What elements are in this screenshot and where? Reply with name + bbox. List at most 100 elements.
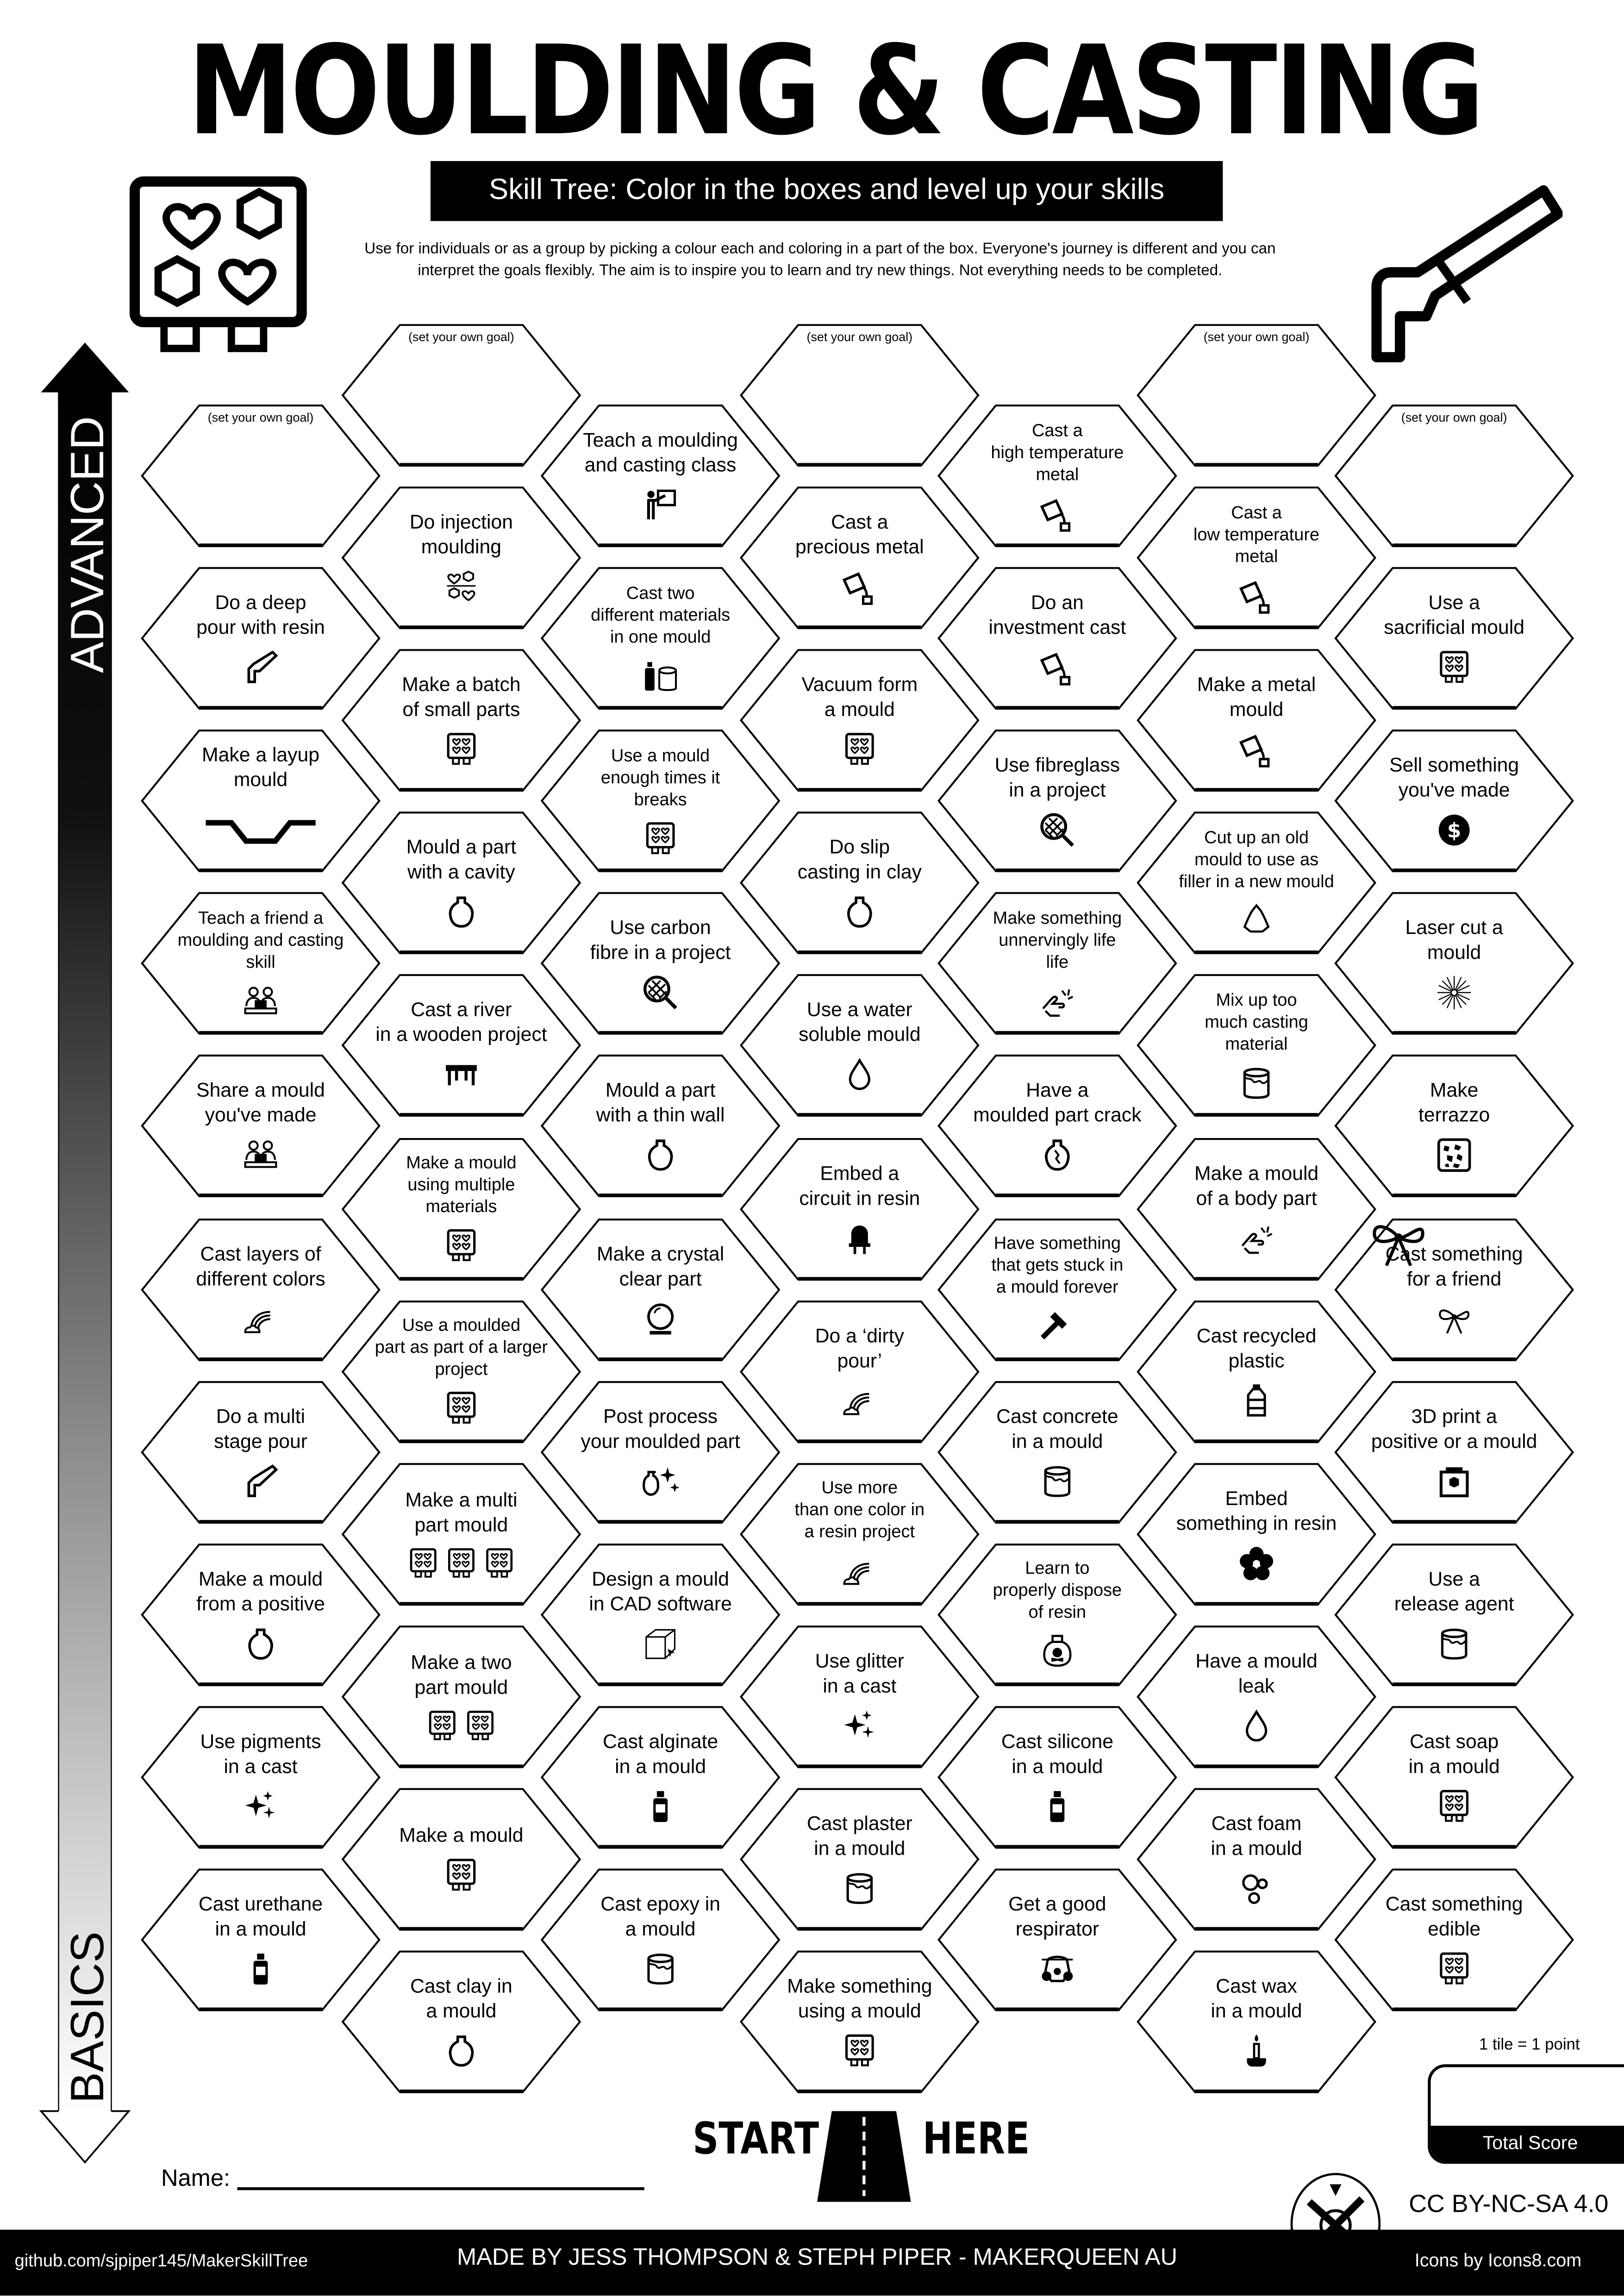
skill-tile[interactable]: Cast alginate in a mould (540, 1705, 781, 1849)
skill-tile[interactable]: Have something that gets stuck in a moul… (937, 1217, 1178, 1361)
tile-content: Use pigments in a cast (170, 1711, 351, 1843)
skill-tile[interactable]: Sell something you've made (1334, 729, 1574, 873)
skill-tile[interactable]: Use a moulded part as part of a larger p… (341, 1300, 581, 1443)
skill-tile[interactable]: Cast recycled plastic (1137, 1300, 1377, 1443)
tile-content: Make a crystal clear part (570, 1223, 751, 1355)
tile-label: Cast clay in a mould (410, 1975, 512, 2022)
skill-tile[interactable]: Vacuum form a mould (739, 649, 980, 792)
skill-tile[interactable]: Make a layup mould (141, 729, 381, 873)
skill-tile[interactable]: Cast a high temperature metal (937, 404, 1178, 548)
skill-tile[interactable]: Cast something edible (1334, 1868, 1574, 2011)
skill-tile[interactable]: Do a multi stage pour (141, 1380, 381, 1524)
tile-label: Cast recycled plastic (1196, 1324, 1317, 1371)
table-icon (442, 1056, 480, 1094)
skill-tile[interactable]: Laser cut a mould (1334, 892, 1574, 1035)
skill-tile[interactable]: Cast a river in a wooden project (341, 974, 581, 1118)
vase-sparkles-icon (642, 1462, 680, 1500)
skill-tile[interactable]: Cast something for a friend (1334, 1217, 1574, 1361)
skill-tile[interactable]: Cast wax in a mould (1137, 1950, 1377, 2094)
skill-tile[interactable]: Post process your moulded part (540, 1380, 781, 1524)
skill-tile[interactable]: Embed something in resin (1137, 1462, 1377, 1605)
skill-tile[interactable]: Share a mould you've made (141, 1055, 381, 1198)
skill-tile-custom-goal[interactable]: (set your own goal) (341, 324, 581, 467)
tile-label: Embed something in resin (1176, 1487, 1337, 1534)
skill-tile[interactable]: Use glitter in a cast (739, 1625, 980, 1768)
skill-tile[interactable]: Learn to properly dispose of resin (937, 1543, 1178, 1686)
skill-tile-custom-goal[interactable]: (set your own goal) (141, 404, 381, 548)
skill-tile[interactable]: Do an investment cast (937, 566, 1178, 710)
skill-tile[interactable]: Make a two part mould (341, 1625, 581, 1768)
tile-content: Cast alginate in a mould (570, 1711, 751, 1843)
total-score-box[interactable]: Total Score (1428, 2064, 1624, 2164)
hexagon-outline (739, 324, 980, 467)
skill-tile[interactable]: Make terrazzo (1334, 1055, 1574, 1198)
name-field[interactable] (237, 2187, 644, 2190)
skill-tile[interactable]: Use pigments in a cast (141, 1705, 381, 1849)
skill-tile[interactable]: Make a metal mould (1137, 649, 1377, 792)
skill-tile[interactable]: Make something unnervingly life life (937, 892, 1178, 1035)
skill-tile[interactable]: Teach a friend a moulding and casting sk… (141, 892, 381, 1035)
skill-tile[interactable]: Have a mould leak (1137, 1625, 1377, 1768)
skill-tile[interactable]: Cast a low temperature metal (1137, 486, 1377, 630)
skill-tile[interactable]: Cast two different materials in one moul… (540, 566, 781, 710)
pour-icon (1237, 731, 1275, 769)
skill-tile[interactable]: Use a mould enough times it breaks (540, 729, 781, 873)
hexagon-outline (1137, 1950, 1376, 2093)
tile-label: Cast silicone in a mould (1001, 1730, 1113, 1777)
skill-tile[interactable]: Use a water soluble mould (739, 974, 980, 1118)
tile-content: Make something using a mould (769, 1956, 950, 2088)
skill-tile[interactable]: Make something using a mould (739, 1950, 980, 2094)
skill-tile[interactable]: Cast plaster in a mould (739, 1787, 980, 1931)
skill-tile[interactable]: Get a good respirator (937, 1868, 1178, 2011)
skill-tile[interactable]: Cast layers of different colors (141, 1217, 381, 1361)
skill-tile[interactable]: Cast urethane in a mould (141, 1868, 381, 2011)
skill-tile[interactable]: Do a ‘dirty pour’ (739, 1300, 980, 1443)
tile-content: Cast epoxy in a mould (570, 1874, 751, 2006)
skill-tile[interactable]: Cast a precious metal (739, 486, 980, 630)
skill-tile[interactable]: Mould a part with a cavity (341, 811, 581, 955)
skill-tile[interactable]: Do a deep pour with resin (141, 566, 381, 710)
skill-tile[interactable]: Teach a moulding and casting class (540, 404, 781, 548)
skill-tile[interactable]: Do slip casting in clay (739, 811, 980, 955)
skill-tile[interactable]: Cast clay in a mould (341, 1950, 581, 2094)
skill-tile[interactable]: 3D print a positive or a mould (1334, 1380, 1574, 1524)
skill-tile[interactable]: Make a crystal clear part (540, 1217, 781, 1361)
skill-tile[interactable]: Make a mould using multiple materials (341, 1137, 581, 1280)
here-label: HERE (922, 2114, 1030, 2165)
icons-credit[interactable]: Icons by Icons8.com (1414, 2250, 1582, 2271)
skill-tile[interactable]: Cast epoxy in a mould (540, 1868, 781, 2011)
skill-tile[interactable]: Mould a part with a thin wall (540, 1055, 781, 1198)
skill-tile[interactable]: Make a mould (341, 1787, 581, 1931)
skill-tile[interactable]: Use more than one color in a resin proje… (739, 1462, 980, 1605)
skill-tile[interactable]: Cast silicone in a mould (937, 1705, 1178, 1849)
skill-tile[interactable]: Design a mould in CAD software (540, 1543, 781, 1686)
skill-tile[interactable]: Mix up too much casting material (1137, 974, 1377, 1118)
skill-tile[interactable]: Use a sacrificial mould (1334, 566, 1574, 710)
tile-label: 3D print a positive or a mould (1371, 1405, 1537, 1452)
skill-tile[interactable]: Make a mould from a positive (141, 1543, 381, 1686)
tray-icon (443, 1545, 479, 1580)
skill-tile-custom-goal[interactable]: (set your own goal) (739, 324, 980, 467)
repo-link[interactable]: github.com/sjpiper145/MakerSkillTree (14, 2250, 308, 2271)
tile-label: Mix up too much casting material (1205, 989, 1308, 1054)
skill-tile[interactable]: Cut up an old mould to use as filler in … (1137, 811, 1377, 955)
skill-tile-custom-goal[interactable]: (set your own goal) (1334, 404, 1574, 548)
skill-tile[interactable]: Use a release agent (1334, 1543, 1574, 1686)
skill-tile[interactable]: Use fibreglass in a project (937, 729, 1178, 873)
skill-tile[interactable]: Embed a circuit in resin (739, 1137, 980, 1280)
skill-tile[interactable]: Do injection moulding (341, 486, 581, 630)
bottle-icon (242, 1950, 280, 1988)
skill-tile[interactable]: Cast concrete in a mould (937, 1380, 1178, 1524)
skill-tile[interactable]: Make a mould of a body part (1137, 1137, 1377, 1280)
tile-content: Do injection moulding (370, 492, 552, 624)
skill-tile-custom-goal[interactable]: (set your own goal) (1137, 324, 1377, 467)
skill-tile[interactable]: Cast foam in a mould (1137, 1787, 1377, 1931)
skill-tile[interactable]: Make a batch of small parts (341, 649, 581, 792)
tile-content: Mix up too much casting material (1166, 980, 1347, 1112)
hexagon-outline (1137, 324, 1376, 467)
skill-tile[interactable]: Make a multi part mould (341, 1462, 581, 1605)
skill-tile[interactable]: Cast soap in a mould (1334, 1705, 1574, 1849)
skill-tile[interactable]: Use carbon fibre in a project (540, 892, 781, 1035)
skill-tile[interactable]: Have a moulded part crack (937, 1055, 1178, 1198)
